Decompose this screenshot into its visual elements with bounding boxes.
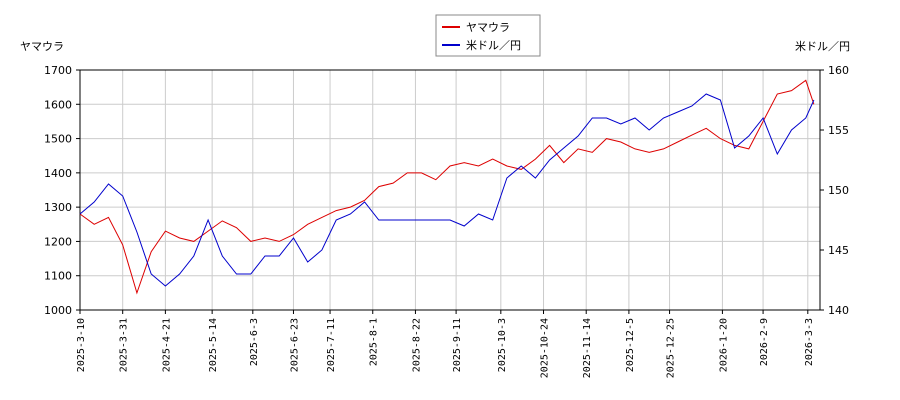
x-tick-label: 2025-9-11 — [452, 318, 463, 372]
series-line — [79, 79, 815, 295]
x-tick-label: 2025-7-11 — [326, 318, 337, 372]
y-tick-label: 1300 — [44, 201, 72, 214]
x-tick-label: 2025-5-14 — [208, 318, 219, 372]
x-tick-label: 2025-3-31 — [119, 318, 130, 372]
x-tick-label: 2025-8-1 — [369, 318, 380, 366]
y-tick-label: 1400 — [44, 167, 72, 180]
y-tick-label: 1700 — [44, 64, 72, 77]
y-tick-label: 1500 — [44, 133, 72, 146]
x-tick-label: 2026-2-9 — [759, 318, 770, 366]
x-tick-label: 2025-8-22 — [411, 318, 422, 372]
x-tick-label: 2025-4-21 — [161, 318, 172, 372]
x-tick-label: 2025-3-10 — [76, 318, 87, 372]
legend-label: ヤマウラ — [466, 21, 510, 34]
y2-tick-label: 155 — [828, 124, 849, 137]
x-tick-label: 2026-1-20 — [718, 318, 729, 372]
series-line — [79, 93, 815, 287]
y-tick-label: 1100 — [44, 270, 72, 283]
x-tick-label: 2025-10-24 — [540, 318, 551, 378]
y2-tick-label: 150 — [828, 184, 849, 197]
x-tick-label: 2025-6-3 — [249, 318, 260, 366]
y2-axis-label: 米ドル／円 — [795, 40, 850, 53]
y-tick-label: 1000 — [44, 304, 72, 317]
legend-box — [435, 14, 541, 57]
y-tick-label: 1600 — [44, 98, 72, 111]
x-tick-label: 2025-12-25 — [666, 318, 677, 378]
legend-label: 米ドル／円 — [466, 39, 521, 52]
x-tick-label: 2025-12-5 — [625, 318, 636, 372]
y2-tick-label: 160 — [828, 64, 849, 77]
x-tick-label: 2026-3-3 — [804, 318, 815, 366]
x-tick-label: 2025-10-3 — [497, 318, 508, 372]
y-axis-label: ヤマウラ — [20, 40, 64, 53]
plot-frame — [79, 69, 821, 311]
x-tick-label: 2025-11-14 — [582, 318, 593, 378]
y-tick-label: 1200 — [44, 235, 72, 248]
y2-tick-label: 145 — [828, 244, 849, 257]
x-tick-label: 2025-6-23 — [289, 318, 300, 372]
y2-tick-label: 140 — [828, 304, 849, 317]
